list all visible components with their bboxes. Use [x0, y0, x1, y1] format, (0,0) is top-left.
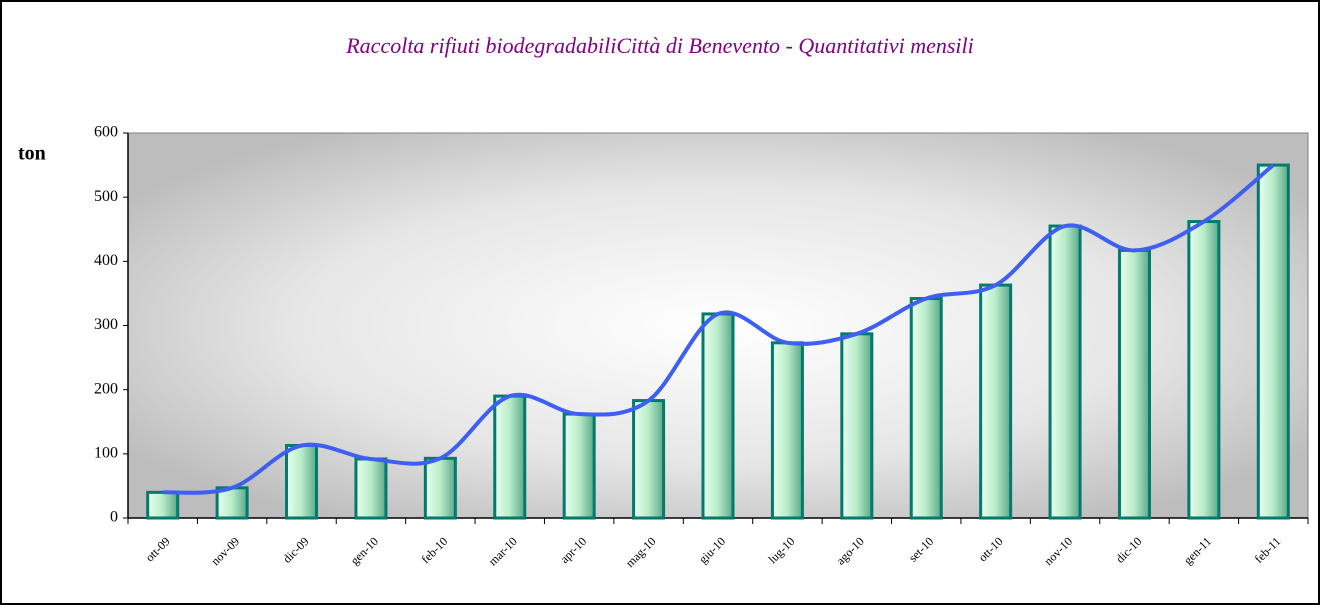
- bar: [285, 443, 319, 520]
- bar: [562, 412, 596, 520]
- bar: [1187, 220, 1221, 520]
- bar: [1048, 224, 1082, 520]
- y-tick-label: 600: [94, 124, 118, 141]
- y-axis-label: ton: [18, 143, 46, 165]
- bar: [1256, 163, 1290, 520]
- bar: [215, 486, 249, 520]
- y-tick-label: 400: [94, 252, 118, 269]
- bar: [493, 394, 527, 520]
- chart-title: Raccolta rifiuti biodegradabiliCittà di …: [345, 33, 974, 58]
- bar: [423, 456, 457, 520]
- bar: [354, 457, 388, 520]
- bar: [770, 341, 804, 520]
- y-tick-label: 500: [94, 188, 118, 205]
- bar: [701, 312, 735, 520]
- bar: [840, 332, 874, 520]
- bar: [979, 283, 1013, 520]
- y-tick-label: 0: [110, 509, 118, 526]
- trend-line: [162, 163, 1275, 495]
- bar: [146, 490, 180, 520]
- y-tick-label: 100: [94, 445, 118, 462]
- bar: [909, 297, 943, 520]
- bar: [1117, 248, 1151, 520]
- y-tick-label: 300: [94, 316, 118, 333]
- y-tick-label: 200: [94, 380, 118, 397]
- bar: [632, 399, 666, 520]
